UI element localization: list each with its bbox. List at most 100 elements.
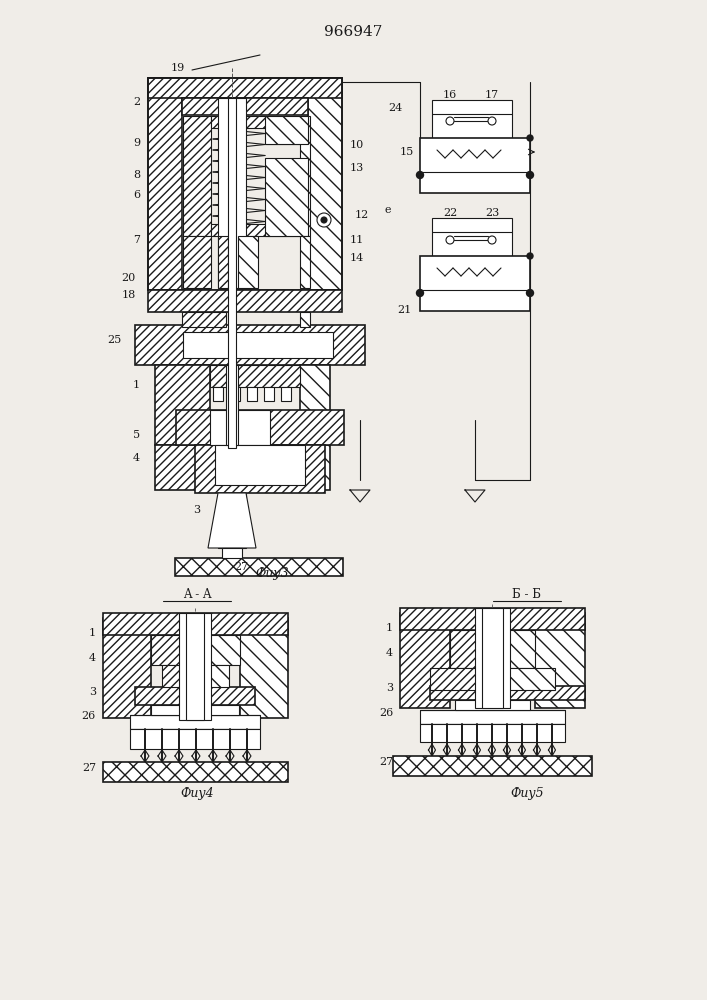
- Text: 14: 14: [350, 253, 364, 263]
- Circle shape: [488, 117, 496, 125]
- Bar: [482, 608, 503, 708]
- Circle shape: [446, 236, 454, 244]
- Bar: [175, 558, 343, 576]
- Bar: [103, 618, 151, 718]
- Bar: [176, 410, 344, 445]
- Bar: [155, 365, 210, 445]
- Bar: [183, 116, 211, 236]
- Bar: [393, 756, 592, 776]
- Circle shape: [416, 172, 423, 178]
- Text: 27: 27: [234, 562, 248, 572]
- Bar: [182, 98, 308, 115]
- Text: 4: 4: [89, 653, 96, 663]
- Bar: [103, 613, 288, 635]
- Text: 19: 19: [171, 63, 185, 73]
- Circle shape: [446, 117, 454, 125]
- Bar: [400, 613, 450, 708]
- Circle shape: [416, 290, 423, 296]
- Bar: [420, 710, 565, 724]
- Bar: [155, 445, 210, 490]
- Text: 7: 7: [133, 235, 140, 245]
- Bar: [162, 665, 194, 687]
- Bar: [400, 608, 585, 630]
- Bar: [430, 668, 480, 690]
- Circle shape: [527, 172, 534, 178]
- Text: 25: 25: [107, 335, 122, 345]
- Bar: [182, 312, 226, 327]
- Bar: [195, 445, 325, 493]
- Text: 3: 3: [89, 687, 96, 697]
- Bar: [190, 635, 240, 665]
- Circle shape: [317, 213, 331, 227]
- Circle shape: [321, 217, 327, 223]
- Text: 6: 6: [133, 190, 140, 200]
- Text: 22: 22: [443, 208, 457, 218]
- Bar: [215, 445, 305, 485]
- Text: 966947: 966947: [324, 25, 382, 39]
- Text: 20: 20: [122, 273, 136, 283]
- Text: 2: 2: [133, 97, 140, 107]
- Bar: [210, 365, 300, 387]
- Text: 27: 27: [379, 757, 393, 767]
- Bar: [228, 98, 236, 448]
- Bar: [495, 630, 535, 668]
- Bar: [179, 613, 211, 720]
- Text: 26: 26: [82, 711, 96, 721]
- Bar: [211, 116, 301, 128]
- Text: 1: 1: [89, 628, 96, 638]
- Bar: [230, 387, 240, 401]
- Bar: [420, 256, 530, 311]
- Bar: [505, 668, 555, 690]
- Bar: [135, 687, 255, 705]
- Bar: [420, 724, 565, 742]
- Bar: [135, 325, 365, 365]
- Bar: [265, 116, 308, 144]
- Text: e: e: [385, 205, 391, 215]
- Text: 5: 5: [133, 430, 140, 440]
- Text: 1: 1: [133, 380, 140, 390]
- Circle shape: [488, 236, 496, 244]
- Bar: [213, 387, 223, 401]
- Text: 9: 9: [133, 138, 140, 148]
- Bar: [264, 387, 274, 401]
- Text: 13: 13: [350, 163, 364, 173]
- Bar: [151, 705, 239, 715]
- Text: 18: 18: [122, 290, 136, 300]
- Bar: [148, 78, 182, 290]
- Bar: [238, 236, 258, 288]
- Text: Фиу3: Фиу3: [255, 566, 289, 580]
- Bar: [148, 78, 342, 98]
- Circle shape: [527, 253, 533, 259]
- Text: 11: 11: [350, 235, 364, 245]
- Bar: [247, 387, 257, 401]
- Bar: [148, 290, 342, 312]
- Polygon shape: [208, 493, 256, 548]
- Bar: [222, 548, 242, 558]
- Text: 24: 24: [388, 103, 402, 113]
- Text: 21: 21: [398, 305, 412, 315]
- Bar: [186, 613, 204, 720]
- Bar: [218, 236, 228, 288]
- Bar: [130, 729, 260, 749]
- Text: 3: 3: [193, 505, 200, 515]
- Text: 23: 23: [485, 208, 499, 218]
- Text: Фиу5: Фиу5: [510, 786, 544, 800]
- Bar: [432, 100, 512, 138]
- Bar: [308, 78, 342, 290]
- Bar: [240, 618, 288, 718]
- Text: A - A: A - A: [182, 588, 211, 601]
- Bar: [300, 312, 310, 327]
- Bar: [151, 635, 201, 665]
- Text: Б - Б: Б - Б: [513, 588, 542, 601]
- Bar: [450, 630, 490, 668]
- Bar: [218, 493, 246, 548]
- Bar: [300, 365, 330, 445]
- Text: 26: 26: [379, 708, 393, 718]
- Text: 4: 4: [133, 453, 140, 463]
- Bar: [130, 715, 260, 729]
- Bar: [218, 98, 246, 288]
- Text: Фиу4: Фиу4: [180, 786, 214, 800]
- Bar: [210, 410, 270, 445]
- Bar: [211, 224, 301, 236]
- Bar: [535, 613, 585, 708]
